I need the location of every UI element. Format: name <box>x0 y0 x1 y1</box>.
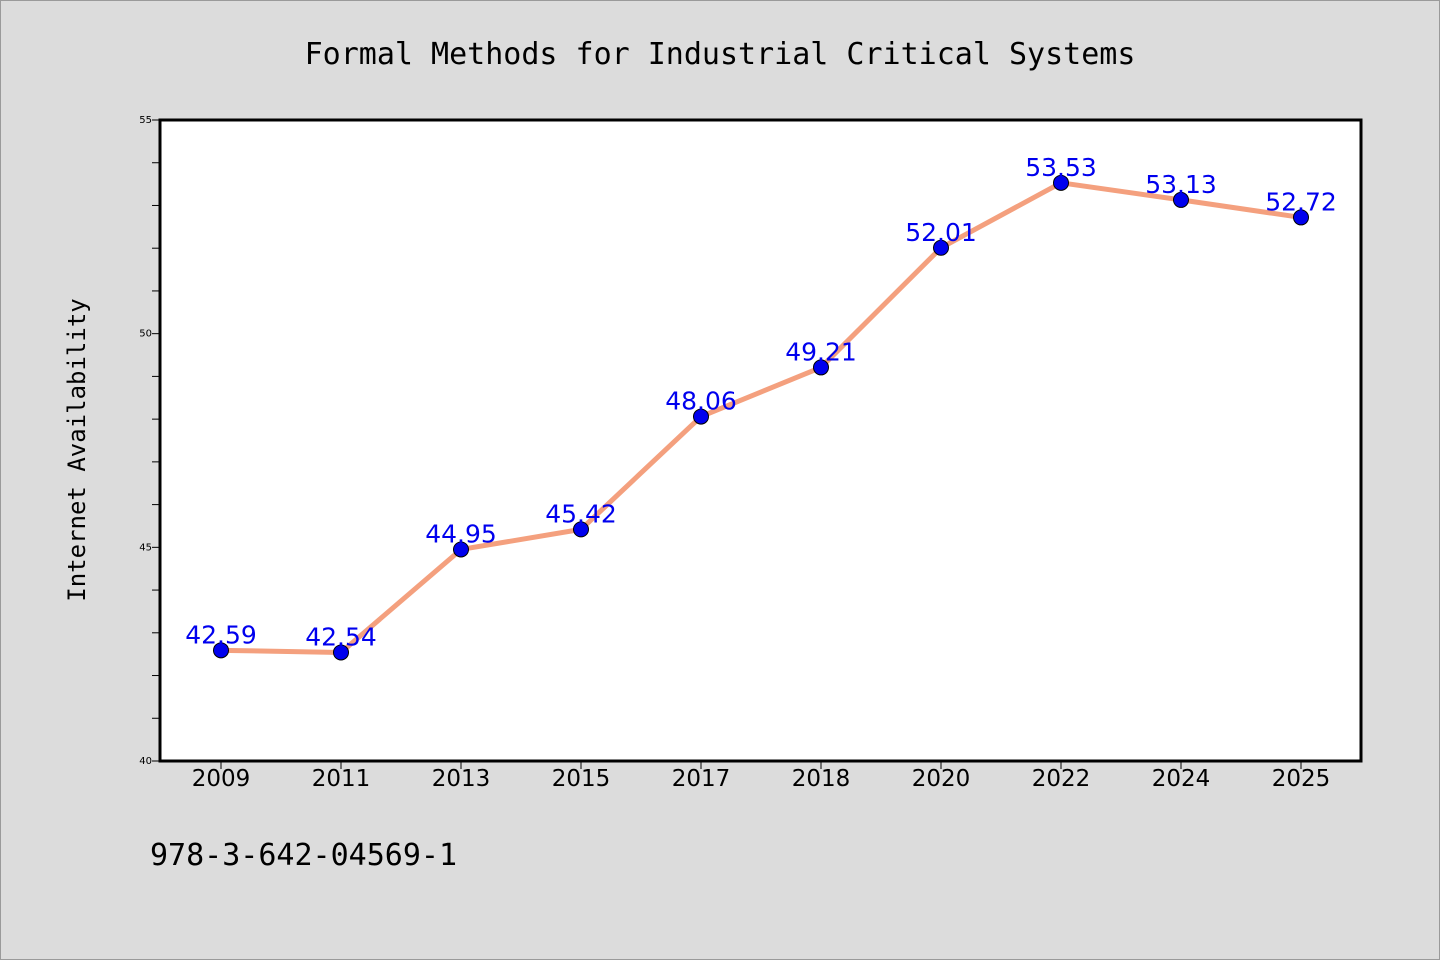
data-point <box>813 359 829 376</box>
data-label: 45.42 <box>545 499 617 528</box>
footer-isbn: 978-3-642-04569-1 <box>150 838 457 873</box>
data-label: 42.54 <box>305 622 377 651</box>
x-axis: 2009 2011 2013 2015 2017 2018 2020 2022 2024 2025 <box>192 761 1331 792</box>
data-point <box>333 644 349 661</box>
data-label: 52.72 <box>1265 187 1337 216</box>
data-label: 48.06 <box>665 387 737 416</box>
data-point <box>213 642 229 659</box>
data-point <box>693 408 709 425</box>
y-tick-label: 55 <box>139 115 152 126</box>
x-tick-label: 2017 <box>672 766 731 792</box>
data-label: 53.13 <box>1145 170 1217 199</box>
data-label: 49.21 <box>785 337 857 366</box>
data-point <box>933 239 949 256</box>
plot-area <box>158 118 1363 763</box>
data-point <box>1293 209 1309 226</box>
x-tick-label: 2018 <box>792 766 851 792</box>
y-tick-label: 45 <box>139 542 152 553</box>
data-point <box>1173 191 1189 208</box>
data-point <box>1053 174 1069 191</box>
y-axis-label: Internet Availability <box>63 298 91 601</box>
x-tick-label: 2025 <box>1272 766 1331 792</box>
x-tick-label: 2009 <box>192 766 251 792</box>
data-label: 42.59 <box>185 620 257 649</box>
x-tick-label: 2022 <box>1032 766 1091 792</box>
data-label: 53.53 <box>1025 153 1097 182</box>
x-tick-label: 2011 <box>312 766 371 792</box>
chart-title: Formal Methods for Industrial Critical S… <box>305 37 1136 72</box>
x-tick-label: 2015 <box>552 766 611 792</box>
data-point <box>573 521 589 538</box>
y-tick-label: 40 <box>139 756 152 767</box>
series-layer <box>213 174 1309 661</box>
x-tick-label: 2013 <box>432 766 491 792</box>
y-axis: 40 45 50 55 <box>139 115 160 767</box>
data-point <box>453 541 469 558</box>
data-label: 44.95 <box>425 519 497 548</box>
x-tick-label: 2024 <box>1152 766 1211 792</box>
series-line <box>218 180 1304 655</box>
x-tick-label: 2020 <box>912 766 971 792</box>
y-tick-label: 50 <box>139 329 152 340</box>
data-label-layer: 42.59 42.54 44.95 45.42 48.06 49.21 52.01 53.53… <box>185 153 1337 652</box>
data-label: 52.01 <box>905 218 977 247</box>
